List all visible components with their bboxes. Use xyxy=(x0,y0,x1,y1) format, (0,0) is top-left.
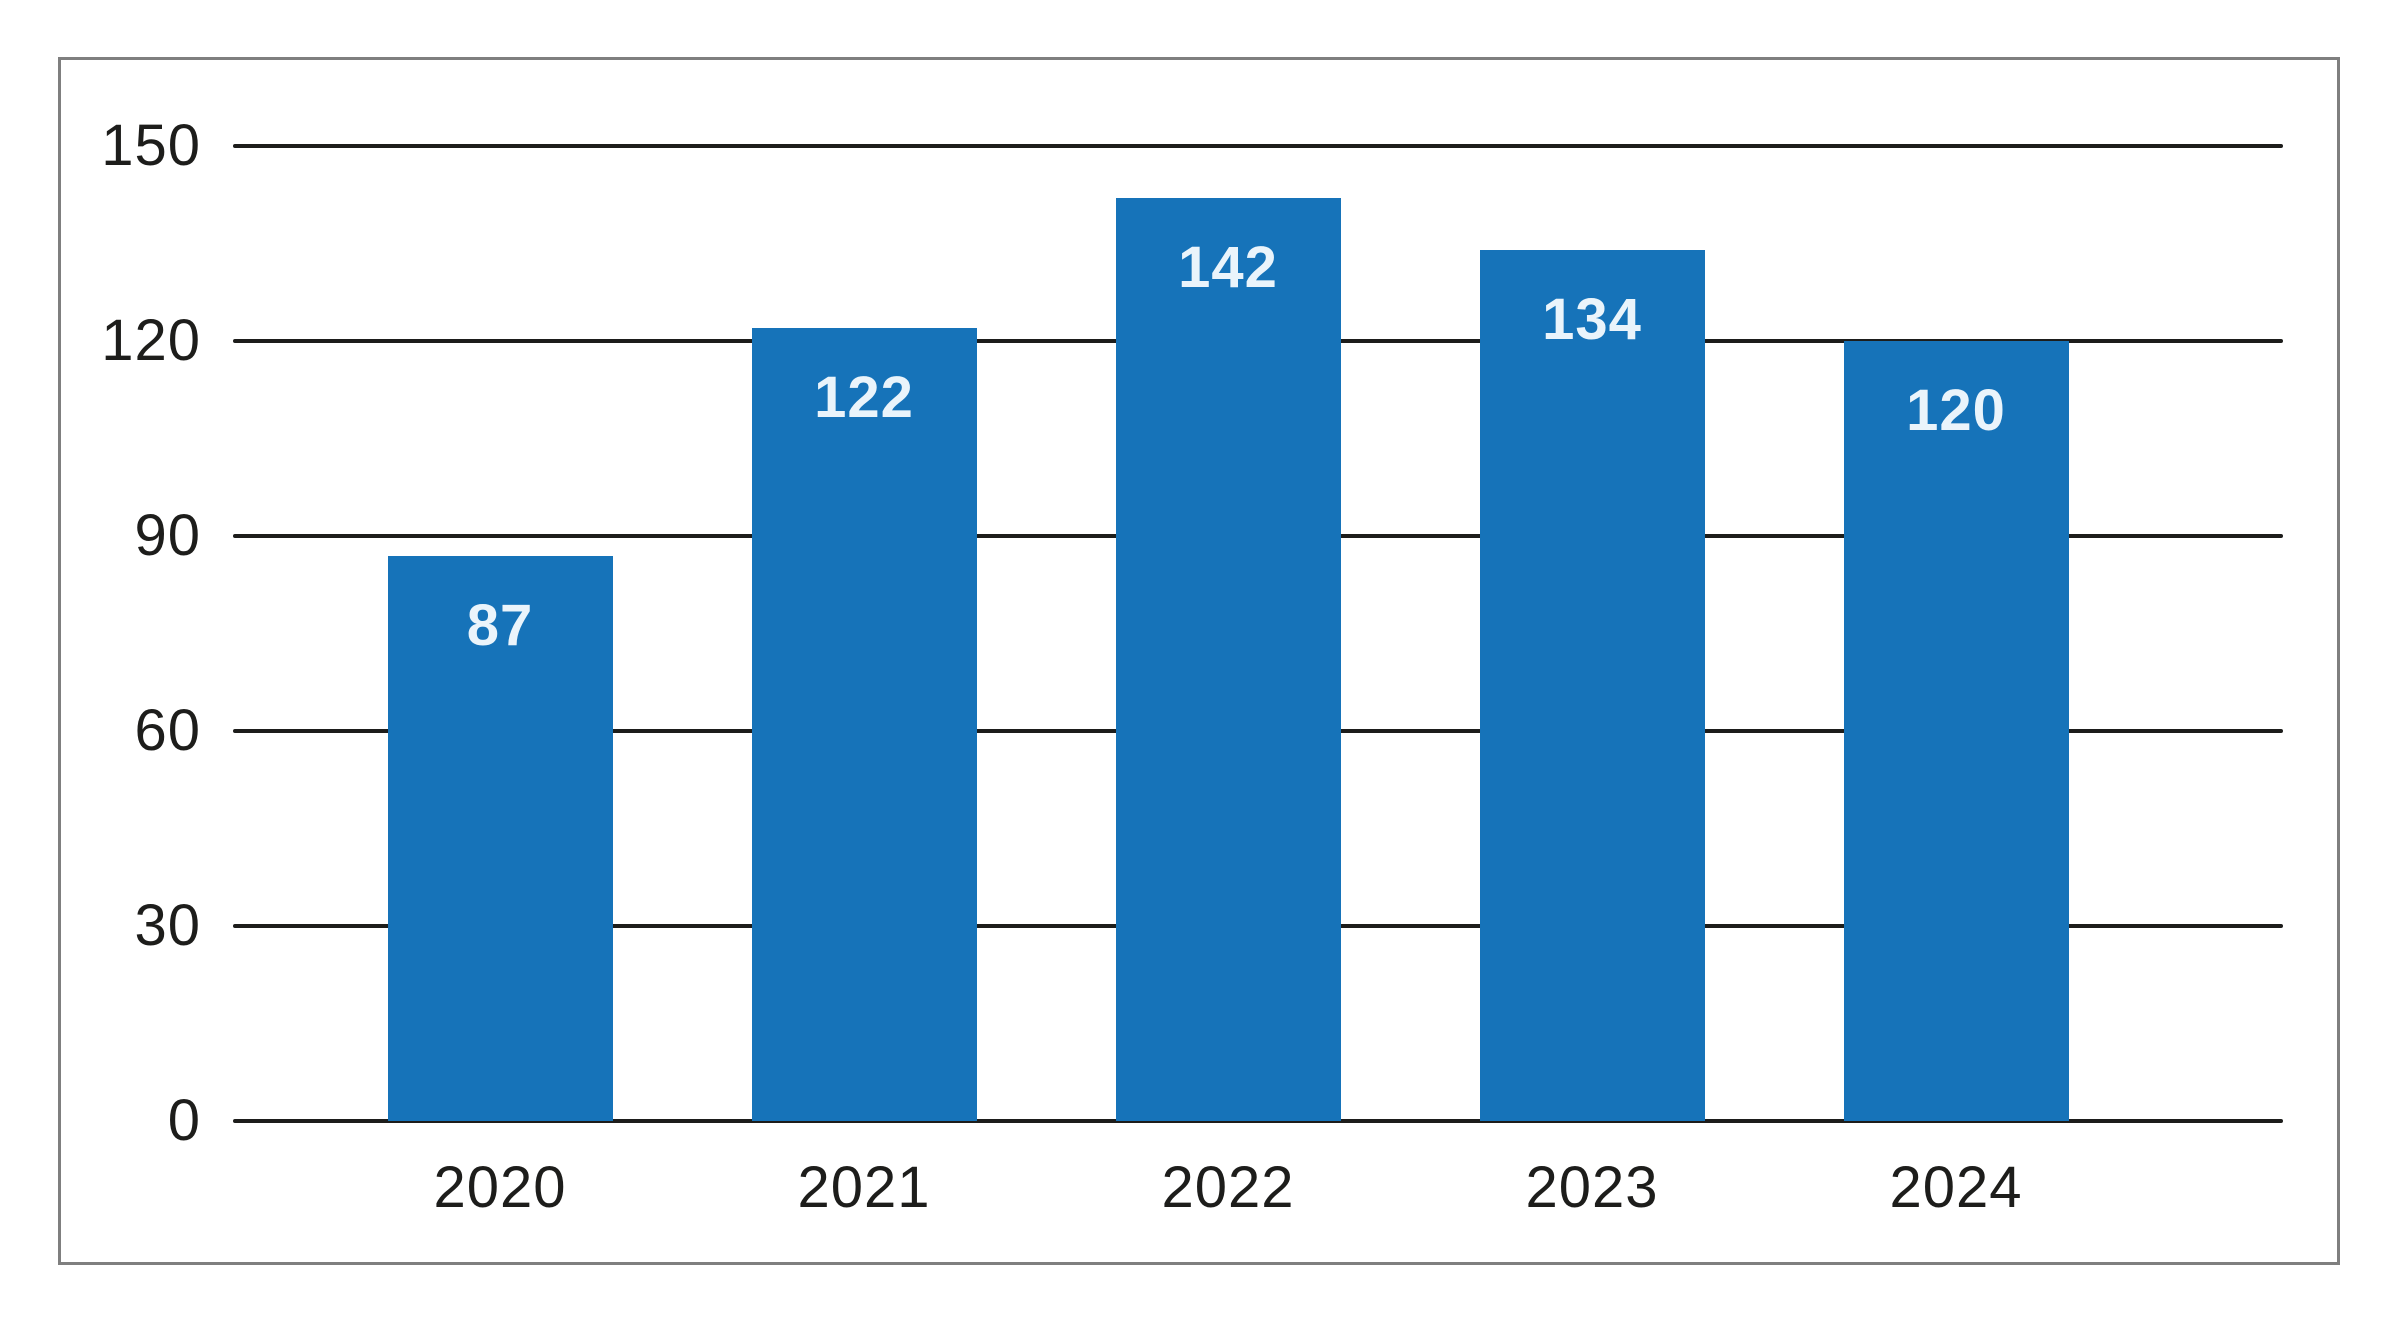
gridline-150 xyxy=(233,144,2283,148)
x-axis-tick-2023: 2023 xyxy=(1525,1155,1659,1220)
y-axis-tick-30: 30 xyxy=(134,893,201,958)
bar-value-label-2024: 120 xyxy=(1906,378,2006,443)
bar-value-label-2021: 122 xyxy=(814,365,914,430)
bar-2021: 122 xyxy=(751,328,977,1121)
bar-2023: 134 xyxy=(1479,250,1705,1121)
x-axis-tick-2022: 2022 xyxy=(1161,1155,1295,1220)
y-axis-tick-120: 120 xyxy=(101,308,201,373)
bar-value-label-2020: 87 xyxy=(466,592,534,658)
chart-frame: 0 30 60 90 120 150 87 2020 122 2021 142 2022 134 2023… xyxy=(58,57,2340,1265)
y-axis-tick-0: 0 xyxy=(167,1088,201,1153)
x-axis-tick-2024: 2024 xyxy=(1889,1155,2023,1220)
x-axis-tick-2021: 2021 xyxy=(797,1155,931,1220)
bar-2020: 87 xyxy=(387,555,613,1121)
gridline-0 xyxy=(233,1119,2283,1123)
y-axis-tick-60: 60 xyxy=(134,698,201,763)
y-axis-tick-150: 150 xyxy=(101,113,201,178)
bar-2024: 120 xyxy=(1843,341,2069,1121)
x-axis-tick-2020: 2020 xyxy=(433,1155,567,1220)
bar-value-label-2022: 142 xyxy=(1178,235,1278,300)
y-axis-tick-90: 90 xyxy=(134,503,201,568)
bar-value-label-2023: 134 xyxy=(1542,287,1642,352)
bar-2022: 142 xyxy=(1115,198,1341,1121)
